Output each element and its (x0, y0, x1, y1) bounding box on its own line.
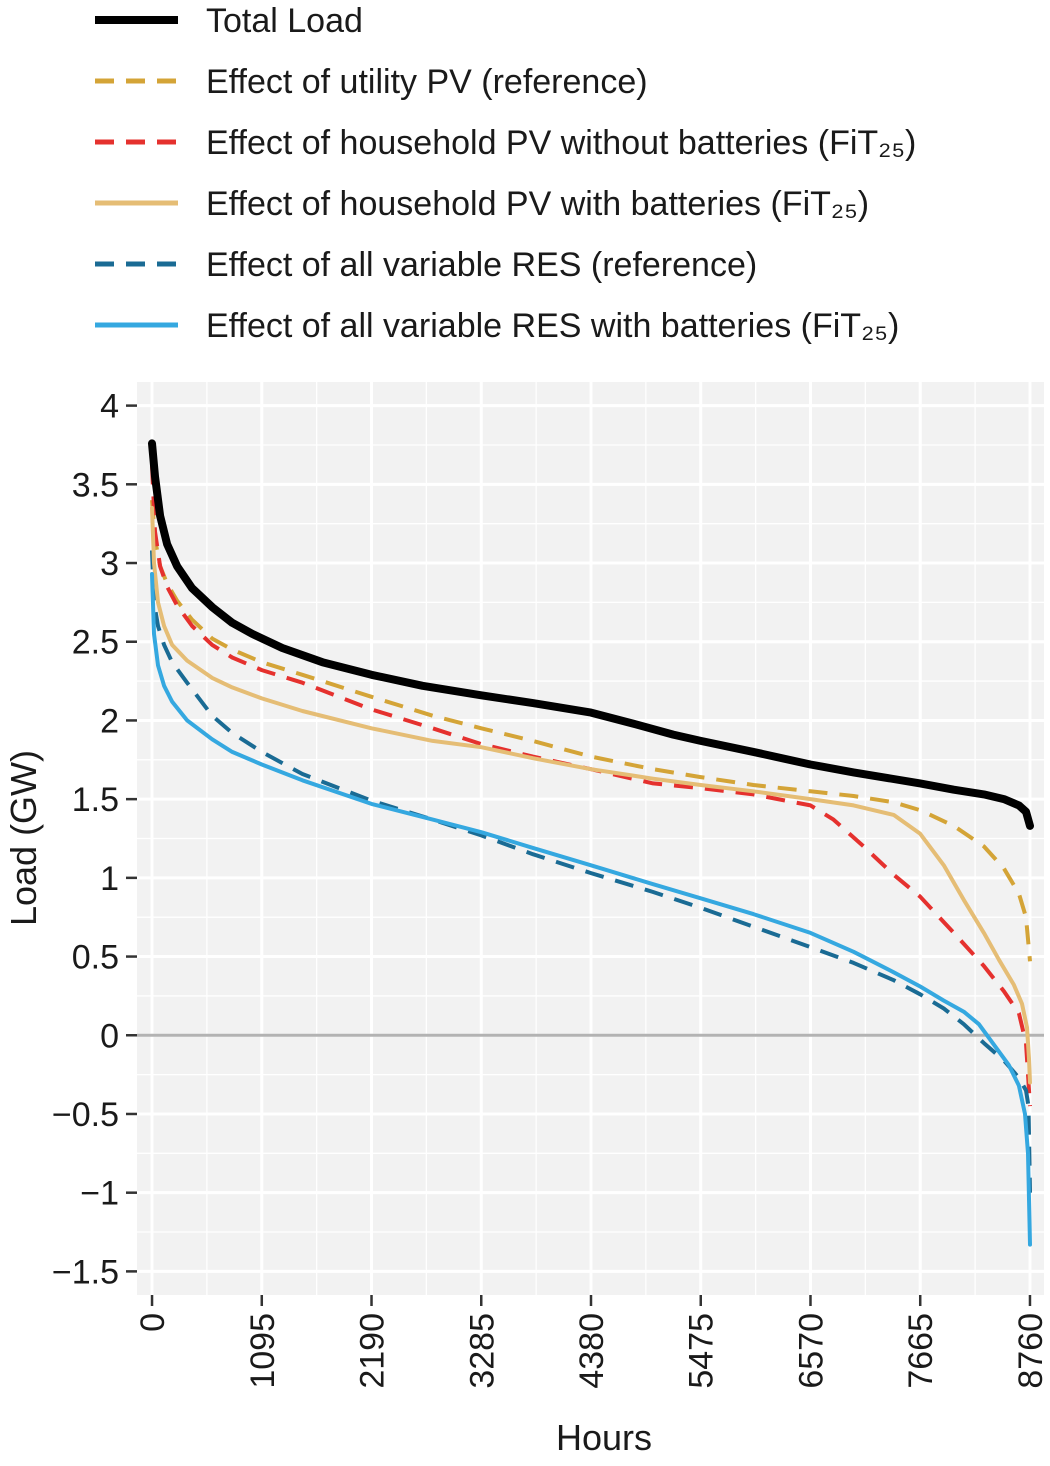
legend-item: Effect of utility PV (reference) (95, 63, 648, 101)
x-axis: 0 1095 2190 3285 4380 5475 6570 7665 8760 (134, 1295, 1050, 1389)
series-line-effect-of-utility-pv-reference (150, 499, 1032, 962)
series-line-effect-of-all-variable-res-reference (150, 550, 1032, 1193)
legend-label: Effect of household PV with batteries (F… (206, 185, 869, 223)
y-axis-label: Load (GW) (3, 750, 44, 926)
series-line-effect-of-all-variable-res-with-batteries-fit (150, 572, 1032, 1247)
x-tick-label: 5475 (683, 1313, 721, 1389)
legend-label: Effect of utility PV (reference) (206, 63, 648, 101)
x-axis-label: Hours (556, 1417, 652, 1458)
legend-label: Total Load (206, 2, 363, 40)
y-tick-label: 1.5 (72, 781, 119, 819)
x-tick-label: 2190 (354, 1313, 392, 1389)
legend: Total Load Effect of utility PV (referenc… (95, 2, 916, 345)
legend-item: Effect of household PV with batteries (F… (95, 185, 869, 223)
legend-label: Effect of all variable RES (reference) (206, 246, 757, 284)
legend-item: Effect of household PV without batteries… (95, 124, 916, 162)
y-tick-label: −1 (80, 1175, 119, 1213)
y-axis: −1.5 −1 −0.5 0 0.5 1 1.5 2 2.5 3 3.5 4 (52, 388, 137, 1291)
series-line-effect-of-household-pv-with-batteries-fit (150, 505, 1032, 1085)
x-tick-label: 7665 (902, 1313, 940, 1389)
y-tick-label: 4 (100, 388, 119, 426)
x-tick-label: 8760 (1012, 1313, 1050, 1389)
y-tick-label: 0.5 (72, 939, 119, 977)
y-tick-label: 3 (100, 545, 119, 583)
y-tick-label: −1.5 (52, 1253, 119, 1291)
series-line-total-load (148, 439, 1034, 830)
legend-label: Effect of all variable RES with batterie… (206, 307, 899, 345)
y-tick-label: 2 (100, 702, 119, 740)
x-tick-label: 3285 (463, 1313, 501, 1389)
series-layer (148, 439, 1034, 1247)
grid-lines (137, 382, 1044, 1295)
legend-item: Total Load (95, 2, 363, 40)
y-tick-label: −0.5 (52, 1096, 119, 1134)
y-tick-label: 1 (100, 860, 119, 898)
y-tick-label: 2.5 (72, 624, 119, 662)
y-tick-label: 3.5 (72, 466, 119, 504)
legend-label: Effect of household PV without batteries… (206, 124, 916, 162)
legend-item: Effect of all variable RES with batterie… (95, 307, 899, 345)
x-tick-label: 4380 (573, 1313, 611, 1389)
x-tick-label: 1095 (244, 1313, 282, 1389)
legend-item: Effect of all variable RES (reference) (95, 246, 757, 284)
x-tick-label: 0 (134, 1313, 172, 1332)
x-tick-label: 6570 (792, 1313, 830, 1389)
y-tick-label: 0 (100, 1017, 119, 1055)
